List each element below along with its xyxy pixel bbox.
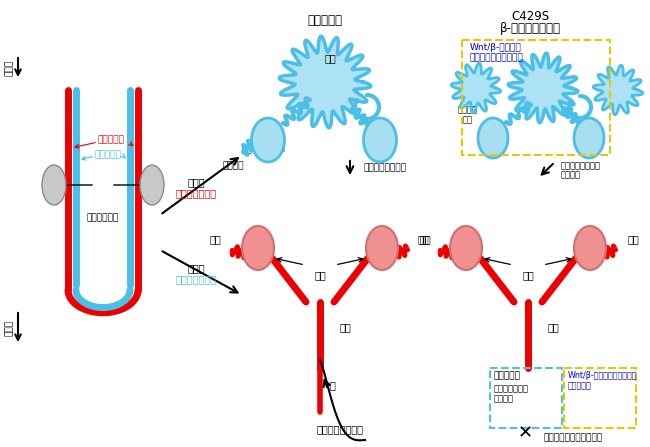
Text: 卵巣: 卵巣 <box>314 270 326 280</box>
Text: 精囊: 精囊 <box>463 115 473 124</box>
Text: 精子の輸送ルート: 精子の輸送ルート <box>561 161 601 170</box>
Text: ミュラー管: ミュラー管 <box>98 135 124 144</box>
Text: 精管: 精管 <box>274 143 285 152</box>
Text: ミュラー管退縮: ミュラー管退縮 <box>176 188 216 198</box>
Text: 膟: 膟 <box>330 380 336 390</box>
Ellipse shape <box>450 226 482 270</box>
Ellipse shape <box>574 226 606 270</box>
Text: 膟形成不全: 膟形成不全 <box>494 371 521 380</box>
Text: 二対目の: 二対目の <box>458 105 478 114</box>
Ellipse shape <box>252 118 285 162</box>
Polygon shape <box>508 53 578 123</box>
Text: 精巣上体: 精巣上体 <box>222 161 244 170</box>
Ellipse shape <box>242 226 274 270</box>
Text: ウォルフ管退縮: ウォルフ管退縮 <box>176 274 216 284</box>
Polygon shape <box>593 65 643 115</box>
Text: ウォルフ管: ウォルフ管 <box>94 151 122 160</box>
Text: メス化: メス化 <box>187 263 205 273</box>
Text: 頭部側: 頭部側 <box>5 60 14 76</box>
Text: ✕: ✕ <box>517 424 532 442</box>
Text: 尾部側: 尾部側 <box>5 320 14 336</box>
Ellipse shape <box>363 118 396 162</box>
Polygon shape <box>280 36 370 128</box>
Text: 卵巣: 卵巣 <box>522 270 534 280</box>
Text: Wnt/β-カテニンシグナルの: Wnt/β-カテニンシグナルの <box>568 371 638 380</box>
Text: 精子の移動ルート: 精子の移動ルート <box>317 424 363 434</box>
Text: 子宮: 子宮 <box>340 322 352 332</box>
Text: 卵管: 卵管 <box>417 234 429 244</box>
Ellipse shape <box>574 118 604 158</box>
Text: 子宮: 子宮 <box>548 322 560 332</box>
Text: の過伸展: の過伸展 <box>494 394 514 403</box>
Ellipse shape <box>366 226 398 270</box>
Text: 卵管: 卵管 <box>627 234 639 244</box>
Text: 退縮ウォルフ管: 退縮ウォルフ管 <box>494 384 529 393</box>
Text: オス化: オス化 <box>187 177 205 187</box>
Text: Wnt/β-カテニン: Wnt/β-カテニン <box>470 43 522 52</box>
Text: β-カテニンマウス: β-カテニンマウス <box>499 22 560 35</box>
Polygon shape <box>451 63 500 113</box>
Text: 精子の輸送ルート: 精子の輸送ルート <box>363 164 406 173</box>
Text: の遠回り: の遠回り <box>561 170 581 179</box>
Text: シグナルの恒常的オン: シグナルの恒常的オン <box>470 53 524 62</box>
Text: 卵管: 卵管 <box>419 234 431 244</box>
Text: 精囊: 精囊 <box>324 53 336 63</box>
Ellipse shape <box>478 118 508 158</box>
Text: 卵管: 卵管 <box>209 234 221 244</box>
Text: 精巣: 精巣 <box>242 145 252 154</box>
Text: 正常マウス: 正常マウス <box>307 14 343 27</box>
Text: 精子の移動ルートの障害: 精子の移動ルートの障害 <box>543 434 602 443</box>
Text: 恒常的オン: 恒常的オン <box>568 381 592 390</box>
Text: C429S: C429S <box>511 10 549 23</box>
Ellipse shape <box>42 165 66 205</box>
Text: 未分化生殖腌: 未分化生殖腌 <box>87 214 119 223</box>
Ellipse shape <box>140 165 164 205</box>
